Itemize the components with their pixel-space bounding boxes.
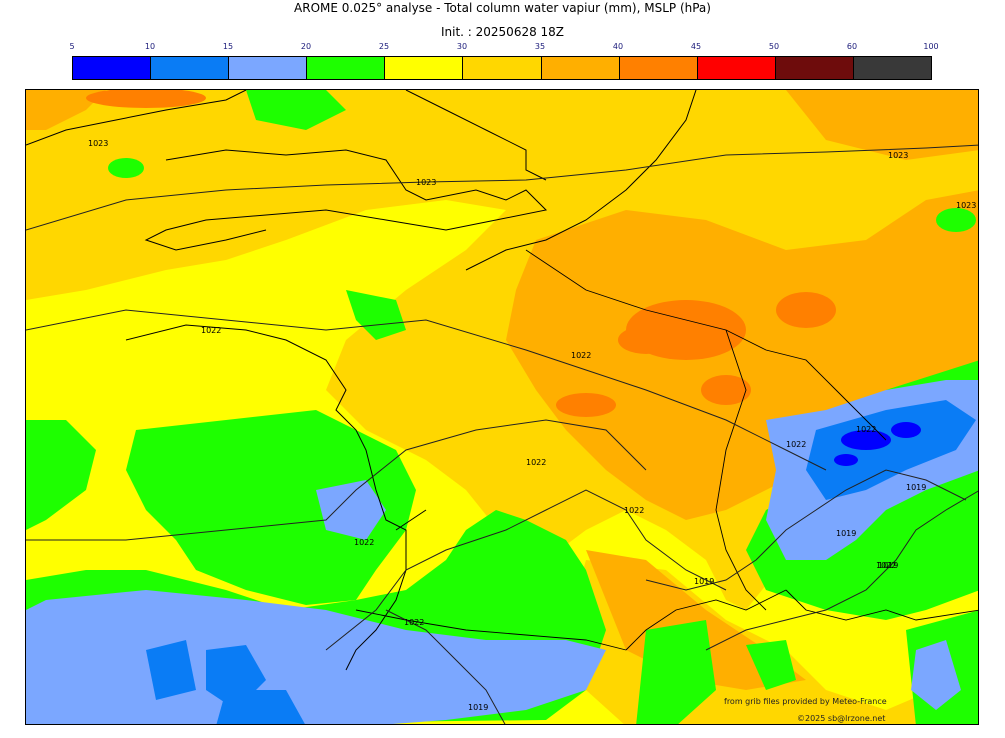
colorbar-segment	[307, 57, 386, 79]
colorbar-segment	[775, 57, 854, 79]
isobar-label: 1019	[906, 483, 926, 492]
colorbar-tick: 15	[222, 42, 234, 51]
colorbar-segment	[229, 57, 308, 79]
borders	[355, 249, 978, 651]
colorbar-segment	[73, 57, 152, 79]
colorbar-segment	[541, 57, 620, 79]
field-5-10	[834, 422, 921, 466]
isobar-label: 1023	[88, 139, 108, 148]
isobar-label: 1022	[624, 506, 644, 515]
isobar-label: 1022	[571, 351, 591, 360]
isobar-label: 1019	[836, 529, 856, 538]
isobar-label: 1019	[694, 577, 714, 586]
colorbar-tick: 10	[144, 42, 156, 51]
copyright-credit: ©2025 sb@lrzone.net	[797, 714, 886, 723]
map-title: AROME 0.025° analyse - Total column wate…	[294, 1, 711, 15]
data-source-credit: from grib files provided by Meteo-France	[724, 697, 887, 706]
isobar-label: 1022	[526, 458, 546, 467]
colorbar-tick: 60	[846, 42, 858, 51]
isobars	[26, 144, 978, 724]
isobar-label: 1019	[468, 703, 488, 712]
colorbar-tick: 30	[456, 42, 468, 51]
colorbar	[72, 56, 932, 80]
colorbar-tick: 45	[690, 42, 702, 51]
colorbar-tick: 50	[768, 42, 780, 51]
isobar-label: 1022	[354, 538, 374, 547]
colorbar-segment	[853, 57, 932, 79]
colorbar-segment	[697, 57, 776, 79]
isobar-label: 1022	[786, 440, 806, 449]
isobar-label: 1022	[404, 618, 424, 627]
colorbar-segment	[619, 57, 698, 79]
colorbar-tick: 100	[923, 42, 939, 51]
colorbar-segment	[463, 57, 542, 79]
coastlines	[26, 90, 697, 671]
isobar-label: 1022	[876, 561, 896, 570]
water-vapour-map: 1023 1023 1023 1023 1022 1022 1022 1022 …	[26, 90, 978, 724]
isobar-label: 1022	[856, 425, 876, 434]
colorbar-tick: 35	[534, 42, 546, 51]
colorbar-tick: 20	[300, 42, 312, 51]
colorbar-segment	[385, 57, 464, 79]
isobar-label: 1022	[201, 326, 221, 335]
colorbar-tick: 40	[612, 42, 624, 51]
isobar-label: 1019	[878, 561, 898, 570]
isobar-labels: 1023 1023 1023 1023 1022 1022 1022 1022 …	[88, 139, 976, 712]
field-40-45	[86, 90, 836, 417]
map-panel: 1023 1023 1023 1023 1022 1022 1022 1022 …	[25, 89, 979, 725]
field-10-15	[146, 400, 976, 724]
colorbar-tick: 25	[378, 42, 390, 51]
colorbar-segment	[151, 57, 230, 79]
colorbar-tick: 5	[69, 42, 75, 51]
isobar-label: 1023	[956, 201, 976, 210]
isobar-label: 1023	[416, 178, 436, 187]
isobar-label: 1023	[888, 151, 908, 160]
init-time: Init. : 20250628 18Z	[440, 25, 565, 39]
